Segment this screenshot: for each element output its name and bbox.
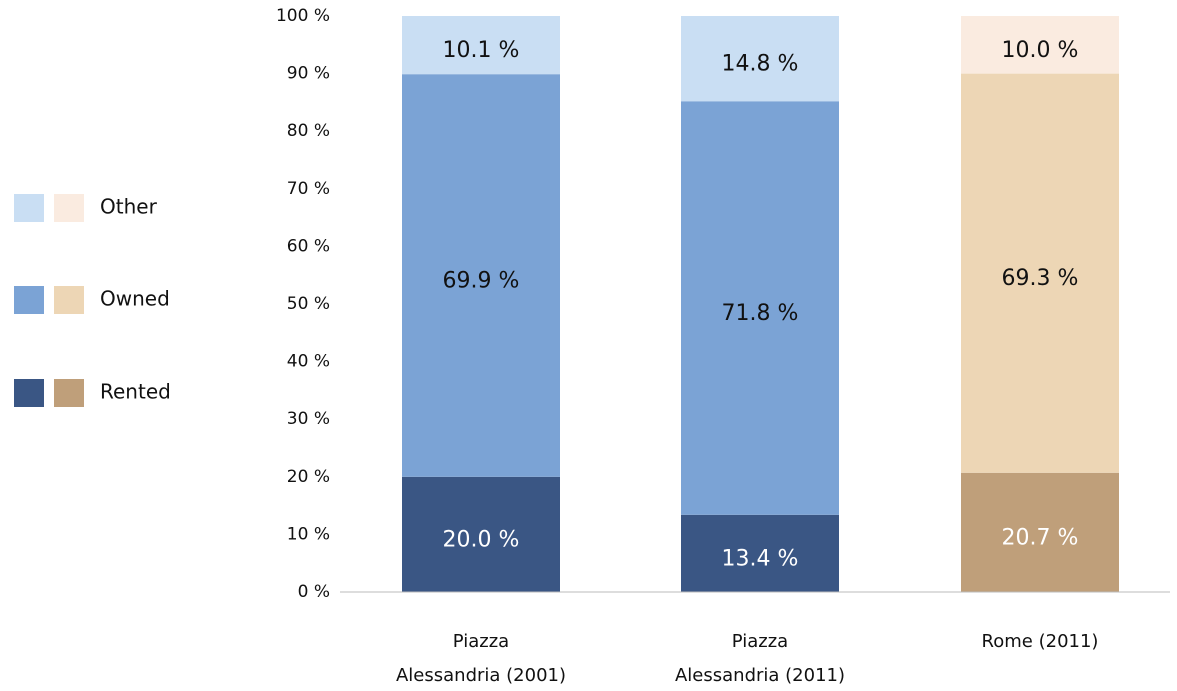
value-label: 69.3 %	[1002, 266, 1079, 291]
x-tick-label: Rome (2011)	[982, 631, 1099, 652]
bar-segment	[402, 74, 560, 477]
y-tick-label: 90 %	[287, 64, 330, 84]
value-label: 20.0 %	[443, 527, 520, 552]
y-tick-label: 80 %	[287, 121, 330, 141]
legend-swatch	[14, 286, 44, 314]
bar-segment	[402, 16, 560, 75]
x-tick-line: Piazza	[732, 631, 788, 652]
value-label: 10.0 %	[1002, 38, 1079, 63]
value-label: 69.9 %	[443, 268, 520, 293]
y-tick-label: 0 %	[298, 582, 330, 602]
x-tick-label: Piazza Alessandria (2001)	[396, 631, 566, 686]
legend-swatch	[14, 194, 44, 222]
y-tick-label: 40 %	[287, 352, 330, 372]
x-tick-line: Piazza	[453, 631, 509, 652]
x-tick-label: Piazza Alessandria (2011)	[675, 631, 845, 686]
value-label: 20.7 %	[1002, 525, 1079, 550]
legend-swatch	[14, 379, 44, 407]
y-tick-label: 70 %	[287, 179, 330, 199]
x-tick-line: Alessandria (2011)	[675, 665, 845, 686]
legend-swatch	[54, 194, 84, 222]
x-tick-line: Alessandria (2001)	[396, 665, 566, 686]
legend-swatch	[54, 286, 84, 314]
bar-segment	[681, 101, 839, 515]
bar-segment	[681, 16, 839, 102]
y-tick-label: 50 %	[287, 294, 330, 314]
bar-segment	[961, 16, 1119, 74]
y-tick-label: 100 %	[276, 6, 330, 26]
value-label: 71.8 %	[722, 301, 799, 326]
bar-segment	[681, 514, 839, 592]
value-label: 13.4 %	[722, 546, 799, 571]
legend-swatch	[54, 379, 84, 407]
y-tick-label: 10 %	[287, 524, 330, 544]
bar-segment	[961, 73, 1119, 473]
value-label: 14.8 %	[722, 52, 799, 77]
legend-label: Other	[100, 195, 158, 219]
y-tick-label: 20 %	[287, 467, 330, 487]
y-tick-label: 30 %	[287, 409, 330, 429]
legend-label: Owned	[100, 287, 170, 311]
y-tick-label: 60 %	[287, 236, 330, 256]
bar-segment	[961, 472, 1119, 592]
legend-label: Rented	[100, 380, 171, 404]
value-label: 10.1 %	[443, 38, 520, 63]
bar-segment	[402, 476, 560, 592]
